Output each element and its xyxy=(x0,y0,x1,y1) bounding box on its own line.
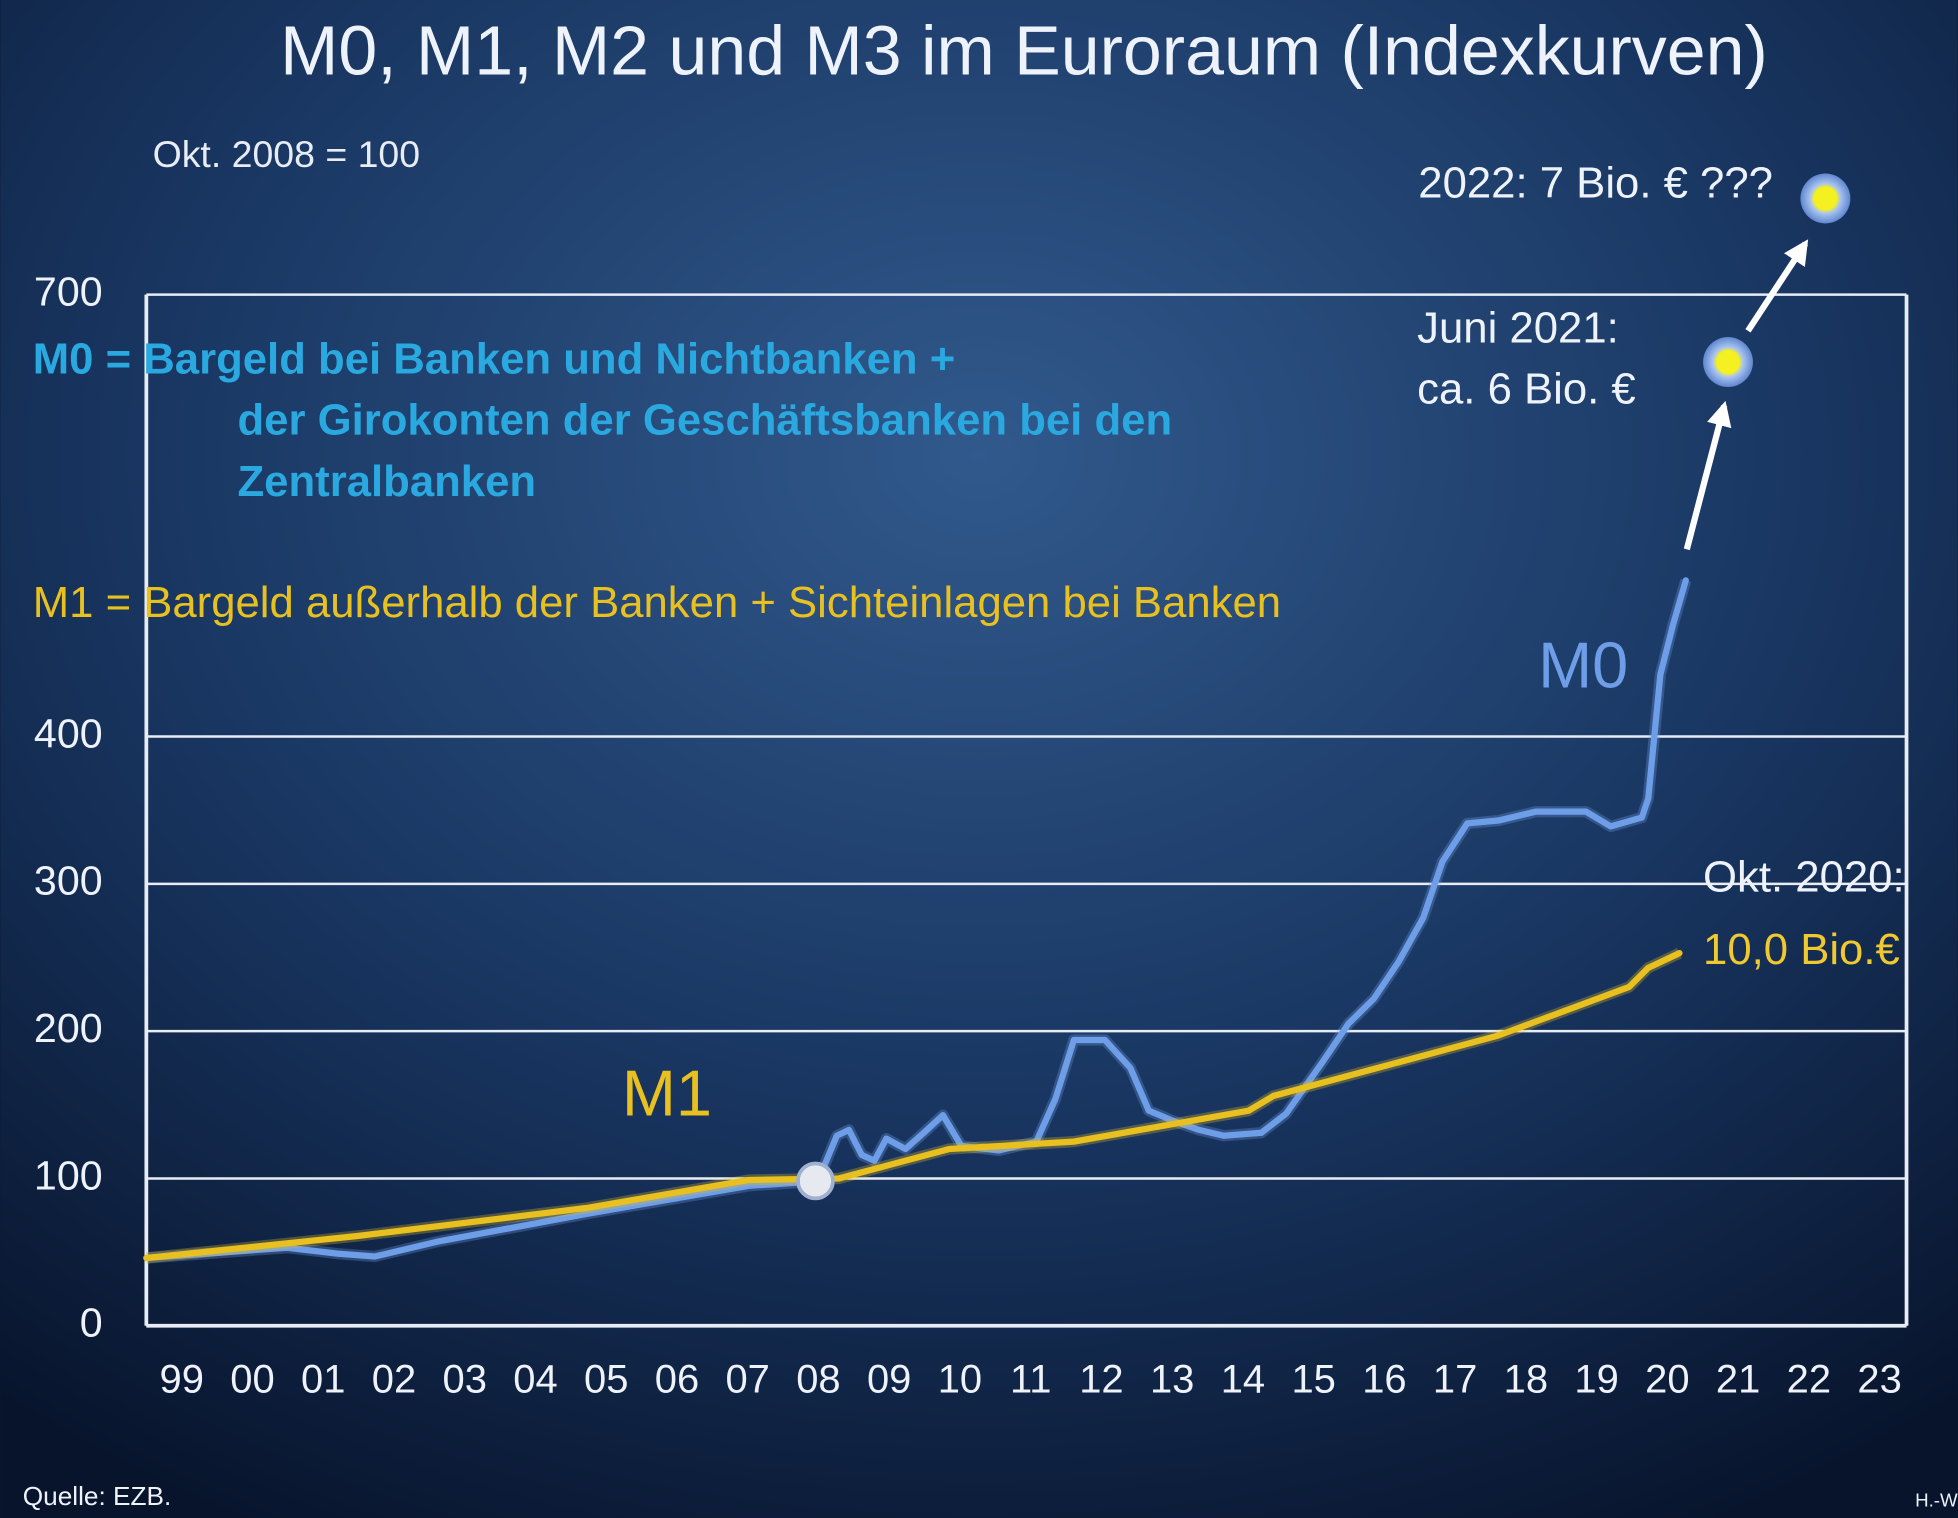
m0-definition: M0 = Bargeld bei Banken und Nichtbanken … xyxy=(33,335,955,384)
chart-title: M0, M1, M2 und M3 im Euroraum (Indexkurv… xyxy=(280,12,1768,90)
forecast-dot xyxy=(1800,173,1851,224)
x-tick-label: 00 xyxy=(230,1357,274,1401)
arrow xyxy=(1683,400,1732,551)
m1-definition: M1 = Bargeld außerhalb der Banken + Sich… xyxy=(33,578,1281,627)
x-tick-label: 08 xyxy=(796,1357,840,1401)
annotation: 10,0 Bio.€ xyxy=(1703,925,1900,974)
x-tick-label: 12 xyxy=(1079,1357,1123,1401)
x-tick-label: 09 xyxy=(867,1357,911,1401)
axes: 0 100 200 300 400 700 99 00 01 02 03 04 05 06 07 08 09 10… xyxy=(34,268,1909,1401)
m0-definition: Zentralbanken xyxy=(237,457,536,506)
annotation: Juni 2021: xyxy=(1417,303,1619,352)
x-tick-label: 05 xyxy=(584,1357,628,1401)
y-tick-label: 200 xyxy=(34,1005,103,1051)
x-tick-label: 14 xyxy=(1221,1357,1265,1401)
x-tick-label: 07 xyxy=(725,1357,769,1401)
forecast-dot xyxy=(1703,337,1753,387)
annotation: ca. 6 Bio. € xyxy=(1417,365,1636,414)
annotation: 2022: 7 Bio. € ??? xyxy=(1418,159,1773,208)
x-tick-label: 06 xyxy=(655,1357,699,1401)
x-tick-label: 16 xyxy=(1362,1357,1406,1401)
x-tick-label: 99 xyxy=(160,1357,204,1401)
series-label: M1 xyxy=(622,1057,712,1130)
lines: M0 M1 xyxy=(143,577,1692,1264)
author: H.-W xyxy=(1915,1490,1958,1511)
x-tick-label: 04 xyxy=(513,1357,557,1401)
m0-definition: der Girokonten der Geschäftsbanken bei d… xyxy=(237,396,1172,445)
series-line xyxy=(143,949,1683,1262)
subtitle: Okt. 2008 = 100 xyxy=(153,133,420,175)
x-tick-label: 17 xyxy=(1433,1357,1477,1401)
series-label: M0 xyxy=(1538,629,1628,702)
y-tick-label: 400 xyxy=(34,710,103,756)
x-tick-label: 20 xyxy=(1645,1357,1689,1401)
x-tick-label: 23 xyxy=(1857,1357,1901,1401)
x-tick-label: 03 xyxy=(442,1357,486,1401)
y-tick-label: 700 xyxy=(34,268,103,314)
x-tick-label: 01 xyxy=(301,1357,345,1401)
x-tick-label: 18 xyxy=(1504,1357,1548,1401)
y-tick-label: 100 xyxy=(34,1152,103,1198)
index-point xyxy=(796,1161,835,1201)
y-tick-label: 0 xyxy=(80,1300,103,1346)
x-tick-label: 19 xyxy=(1574,1357,1618,1401)
x-tick-label: 13 xyxy=(1150,1357,1194,1401)
arrow xyxy=(1745,239,1809,333)
x-tick-label: 02 xyxy=(372,1357,416,1401)
y-tick-label: 300 xyxy=(34,858,103,904)
x-tick-label: 15 xyxy=(1291,1357,1335,1401)
x-tick-label: 10 xyxy=(938,1357,982,1401)
x-tick-label: 11 xyxy=(1010,1357,1051,1401)
x-tick-label: 22 xyxy=(1787,1357,1831,1401)
annotation: Okt. 2020: xyxy=(1703,853,1905,902)
x-tick-label: 21 xyxy=(1716,1357,1760,1401)
source: Quelle: EZB. xyxy=(23,1481,172,1511)
